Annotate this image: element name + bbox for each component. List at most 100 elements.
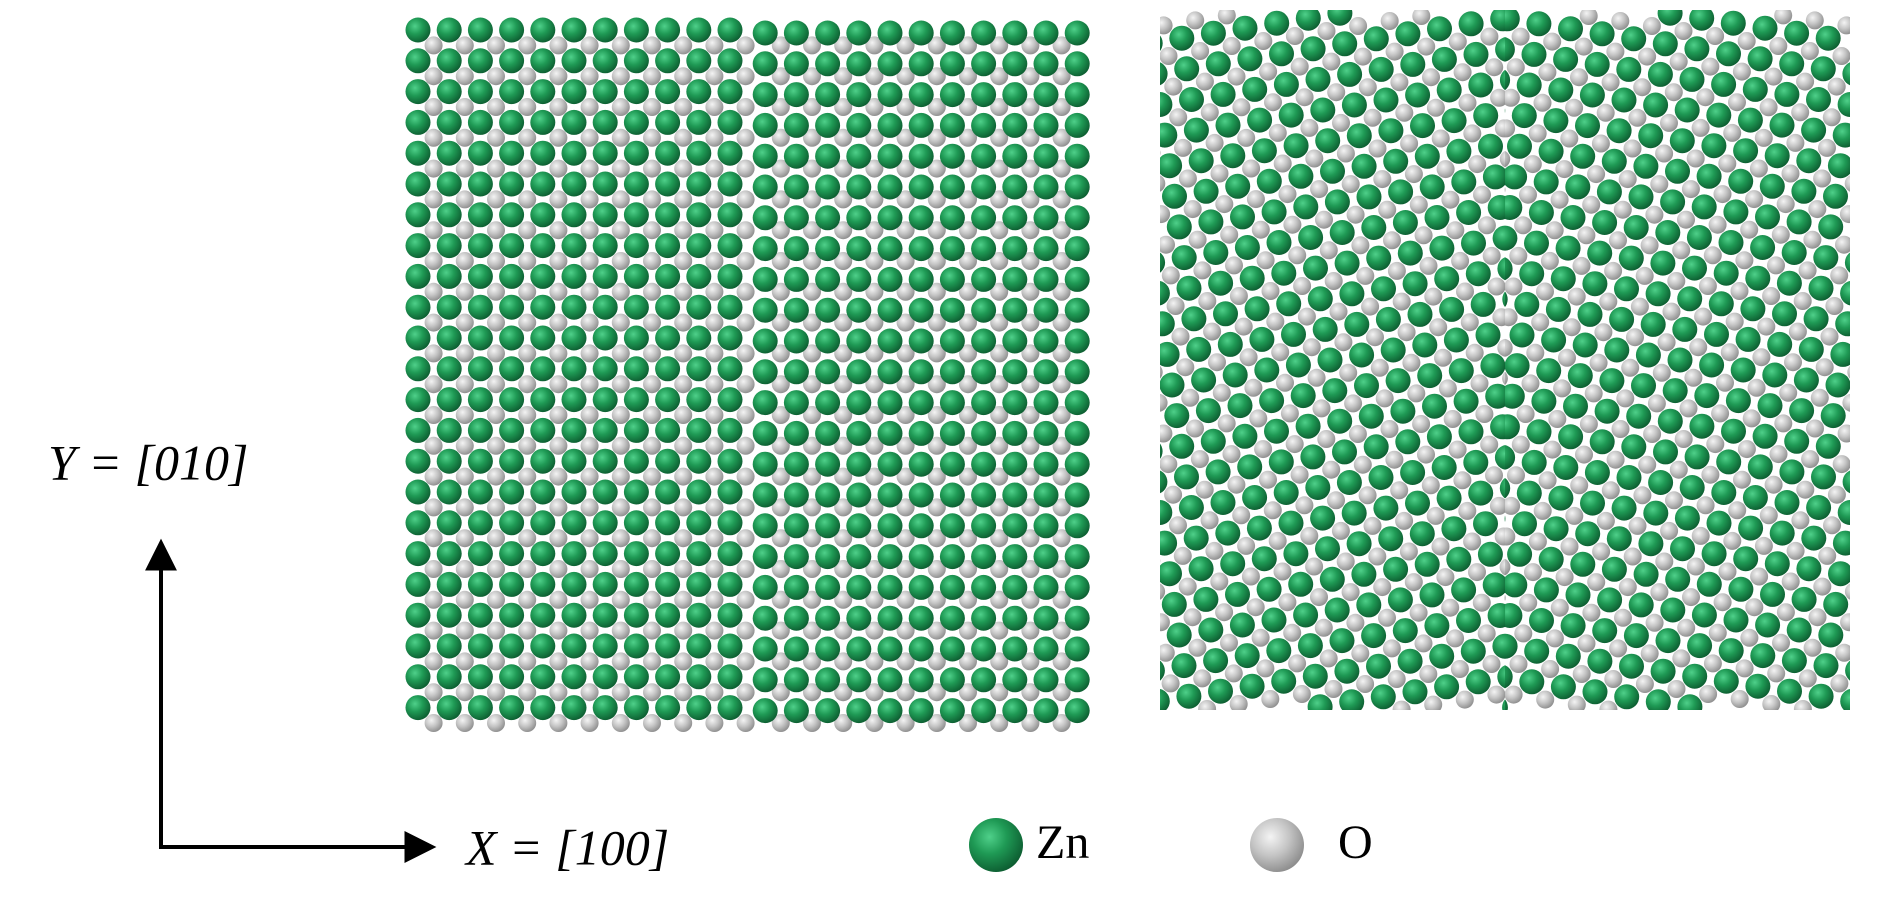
zn-atom: [405, 448, 431, 474]
zn-atom: [1388, 179, 1414, 205]
o-atom: [1356, 675, 1375, 693]
o-atom: [1190, 450, 1209, 469]
o-atom: [1662, 302, 1681, 321]
zn-atom: [592, 571, 618, 597]
o-atom: [1283, 623, 1302, 642]
o-atom: [455, 621, 474, 640]
o-atom: [674, 344, 693, 363]
o-atom: [1021, 67, 1040, 86]
o-atom: [1232, 98, 1251, 117]
zn-atom: [1626, 403, 1652, 429]
zn-atom: [1239, 265, 1265, 291]
zn-atom: [686, 109, 712, 135]
zn-atom: [1650, 250, 1676, 276]
zn-atom: [1684, 444, 1710, 470]
zn-atom: [1828, 561, 1850, 587]
o-atom: [896, 252, 915, 270]
zn-atom: [1327, 10, 1353, 26]
zn-atom: [1507, 541, 1533, 567]
o-atom: [1373, 170, 1392, 189]
zn-atom: [1832, 122, 1850, 148]
zn-atom: [815, 420, 841, 446]
o-atom: [1160, 365, 1163, 379]
zn-atom: [1339, 689, 1365, 710]
zn-atom: [499, 602, 525, 628]
zn-atom: [1431, 46, 1457, 72]
o-atom: [927, 221, 946, 240]
zn-atom: [1064, 143, 1090, 169]
o-atom: [1840, 613, 1850, 632]
o-atom: [1283, 215, 1302, 234]
zn-atom: [561, 171, 587, 197]
zn-atom: [846, 359, 872, 385]
o-atom: [771, 252, 790, 270]
o-atom: [455, 375, 474, 394]
zn-atom: [1679, 66, 1705, 92]
o-atom: [487, 282, 505, 301]
zn-atom: [1198, 209, 1224, 235]
zn-atom: [1657, 408, 1683, 434]
o-atom: [1300, 118, 1319, 137]
o-atom: [1414, 634, 1433, 653]
zn-atom: [752, 328, 778, 354]
o-atom: [1465, 343, 1484, 362]
o-atom: [834, 282, 853, 301]
zn-atom: [1482, 572, 1505, 598]
zn-atom: [1638, 123, 1664, 149]
o-atom: [1577, 634, 1596, 653]
zn-atom: [1446, 138, 1472, 164]
zn-atom: [1064, 605, 1090, 631]
zn-atom: [1251, 546, 1277, 572]
zn-atom: [1322, 378, 1348, 404]
o-atom: [1638, 455, 1657, 474]
zn-atom: [686, 233, 712, 259]
zn-atom: [623, 325, 649, 351]
zn-atom: [1392, 210, 1418, 235]
o-atom: [834, 652, 853, 671]
zn-atom: [1589, 429, 1615, 455]
zn-atom: [1509, 322, 1535, 348]
zn-atom: [1614, 276, 1639, 302]
zn-atom: [1195, 398, 1221, 424]
zn-atom: [1366, 245, 1392, 271]
zn-atom: [530, 109, 556, 135]
zn-atom: [1268, 449, 1294, 475]
o-atom: [1642, 17, 1661, 35]
zn-atom: [1161, 591, 1187, 617]
o-atom: [1217, 10, 1236, 25]
zn-atom: [939, 636, 965, 662]
zn-atom: [815, 112, 841, 138]
o-atom: [1222, 445, 1241, 464]
zn-atom: [908, 82, 934, 108]
zn-atom: [846, 143, 872, 169]
o-atom: [611, 714, 630, 732]
zn-atom: [1354, 373, 1379, 399]
zn-atom: [1426, 424, 1452, 450]
o-atom: [865, 652, 884, 671]
o-atom: [1837, 16, 1850, 35]
o-atom: [611, 406, 630, 424]
o-atom: [834, 252, 853, 270]
o-atom: [803, 436, 821, 455]
o-atom: [705, 560, 724, 578]
zn-atom: [815, 328, 841, 354]
o-atom: [834, 128, 853, 147]
o-atom: [1582, 603, 1601, 622]
zn-atom: [1750, 643, 1776, 669]
o-atom: [1422, 68, 1440, 87]
zn-atom: [1290, 383, 1316, 409]
zn-atom: [1757, 393, 1783, 419]
zn-atom: [1689, 10, 1715, 31]
o-atom: [1295, 496, 1314, 515]
o-atom: [1660, 521, 1679, 540]
o-atom: [865, 714, 884, 732]
o-atom: [1366, 328, 1384, 347]
zn-atom: [499, 541, 525, 567]
zn-atom: [1502, 291, 1505, 308]
zn-atom: [467, 602, 493, 628]
o-atom: [455, 190, 474, 209]
o-atom: [990, 683, 1009, 702]
zn-atom: [1711, 71, 1737, 97]
zn-atom: [1655, 628, 1681, 654]
zn-atom: [467, 541, 493, 567]
